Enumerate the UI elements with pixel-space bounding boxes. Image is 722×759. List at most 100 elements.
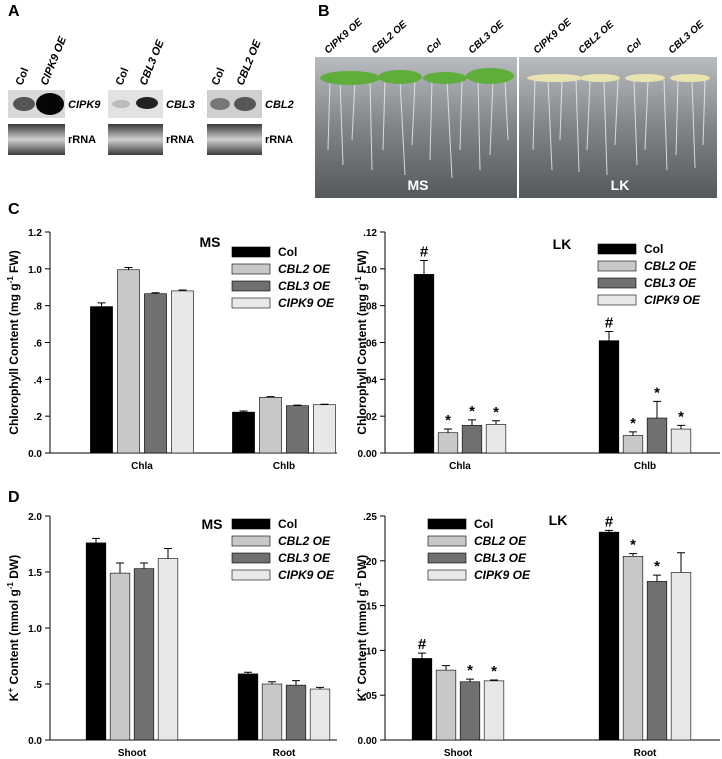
y-tick-label: .20 — [363, 557, 377, 568]
bar — [459, 681, 481, 741]
bar — [461, 425, 483, 454]
legend-swatch — [231, 297, 271, 309]
bar — [109, 572, 131, 741]
legend-swatch — [231, 569, 271, 581]
legend-label: CIPK9 OE — [278, 296, 335, 310]
panel-label: C — [8, 201, 20, 218]
control-label: rRNA — [265, 134, 293, 146]
y-tick-label: 1.0 — [28, 624, 42, 635]
bar — [285, 684, 307, 741]
y-axis-label-part: FW) — [7, 250, 21, 276]
y-axis-label: Chlorophyll Content (mg g-1 FW) — [6, 250, 21, 434]
legend-swatch — [597, 243, 637, 255]
bar — [259, 397, 282, 454]
blot-images — [8, 90, 262, 155]
significance-mark: # — [418, 636, 427, 653]
y-tick-label: .25 — [363, 512, 377, 523]
y-tick-label: 2.0 — [28, 512, 42, 523]
legend-swatch — [427, 552, 467, 564]
bar — [144, 293, 167, 454]
error-bar — [492, 420, 500, 425]
chart-title: LK — [553, 236, 572, 252]
x-tick-label: Shoot — [118, 748, 147, 759]
legend-swatch — [597, 260, 637, 272]
chart-title: LK — [549, 512, 568, 528]
legend-label: Col — [474, 517, 493, 531]
y-tick-label: 0.0 — [28, 449, 42, 460]
error-bar — [605, 330, 613, 341]
legend-label: CBL3 OE — [278, 279, 331, 293]
error-bar — [164, 547, 172, 559]
bar — [157, 558, 179, 741]
error-bar — [629, 431, 637, 436]
y-axis-label-part: Chlorophyll Content (mg g — [7, 283, 21, 434]
significance-mark: * — [630, 537, 636, 554]
medium-label: MS — [408, 177, 429, 193]
line-label: CIPK9 OE — [323, 17, 365, 57]
y-axis-label: K+ Content (mmol g-1 DW) — [354, 555, 369, 701]
significance-mark: * — [493, 404, 499, 421]
y-axis-label-part: + — [6, 688, 15, 693]
y-axis-label-part: Content (mmol g — [355, 589, 369, 688]
significance-mark: * — [630, 415, 636, 432]
legend-label: CIPK9 OE — [644, 293, 701, 307]
legend-label: CBL2 OE — [278, 534, 331, 548]
legend-swatch — [231, 552, 271, 564]
error-bar — [653, 574, 661, 582]
legend-label: CBL3 OE — [644, 276, 697, 290]
y-axis-label-part: DW) — [7, 555, 21, 582]
bar — [435, 669, 457, 741]
y-tick-label: .4 — [34, 375, 43, 386]
y-tick-label: .10 — [363, 265, 377, 276]
error-bar — [444, 428, 452, 433]
significance-mark: * — [491, 663, 497, 680]
error-bar — [97, 302, 106, 307]
legend-label: Col — [278, 245, 297, 259]
line-label: CBL3 OE — [467, 19, 507, 56]
significance-mark: * — [445, 412, 451, 429]
y-tick-label: .10 — [363, 646, 377, 657]
significance-mark: * — [654, 558, 660, 575]
legend-swatch — [427, 518, 467, 530]
y-axis-label-part: FW) — [355, 250, 369, 276]
error-bar — [442, 665, 450, 671]
legend-swatch — [597, 277, 637, 289]
significance-mark: * — [654, 384, 660, 401]
lane-label: CBL3 OE — [138, 38, 167, 87]
bar — [646, 417, 668, 454]
error-bar — [116, 562, 124, 574]
plate-photos — [315, 57, 717, 198]
bar — [237, 673, 259, 741]
bar — [261, 683, 283, 741]
bar — [413, 274, 435, 454]
line-label: CBL2 OE — [577, 19, 617, 56]
bar — [313, 404, 336, 454]
error-bar — [490, 679, 498, 681]
chart-title: MS — [202, 516, 223, 532]
error-bar — [178, 289, 187, 291]
y-tick-label: .04 — [363, 375, 377, 386]
x-tick-label: Chla — [131, 461, 153, 472]
y-axis-label-part: Content (mmol g — [7, 589, 21, 688]
y-axis-label: K+ Content (mmol g-1 DW) — [6, 555, 21, 701]
significance-mark: # — [605, 314, 614, 331]
bar — [483, 680, 505, 741]
bar — [598, 531, 620, 741]
y-axis-label-part: -1 — [354, 582, 363, 590]
control-label: rRNA — [166, 134, 194, 146]
y-axis-label-part: -1 — [354, 276, 363, 284]
legend-swatch — [427, 535, 467, 547]
line-label: Col — [625, 37, 644, 56]
lane-label: CIPK9 OE — [39, 34, 70, 87]
y-tick-label: .8 — [34, 302, 43, 313]
y-tick-label: 0.0 — [28, 736, 42, 747]
panel-label: B — [318, 3, 330, 20]
y-tick-label: .08 — [363, 302, 377, 313]
error-bar — [677, 552, 685, 573]
legend-swatch — [231, 535, 271, 547]
error-bar — [605, 529, 613, 533]
lane-label: Col — [14, 66, 32, 87]
bar — [437, 432, 459, 454]
y-axis-label-part: Chlorophyll Content (mg g — [355, 283, 369, 434]
legend-label: Col — [278, 517, 297, 531]
